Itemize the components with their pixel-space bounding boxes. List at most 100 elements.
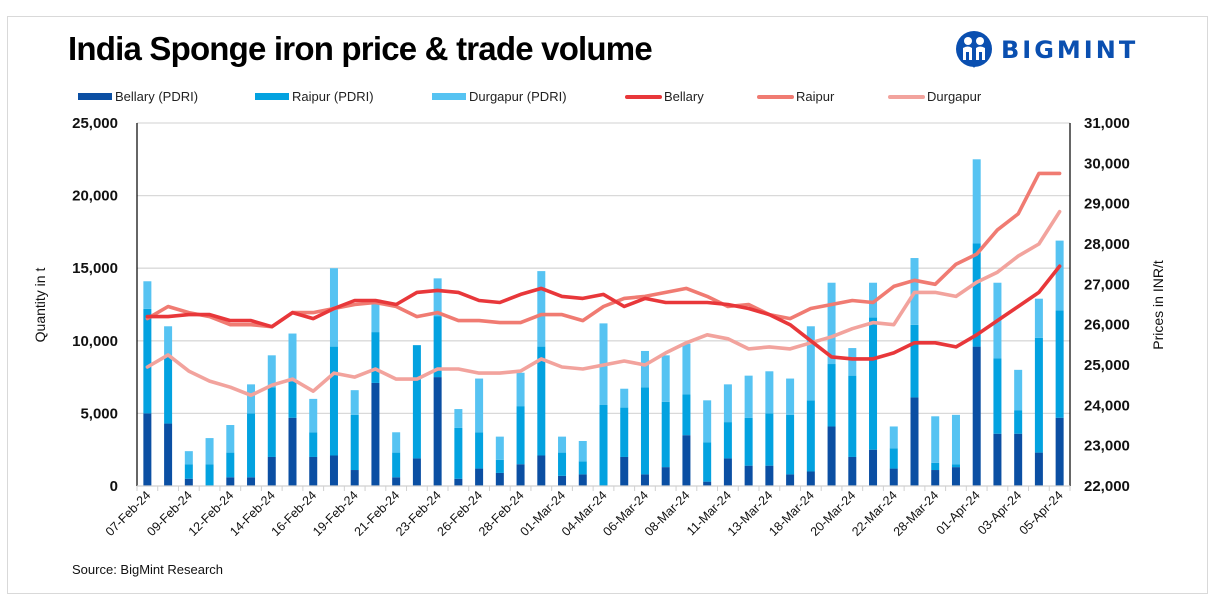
bar-durgapur-pdri: [620, 388, 629, 408]
bar-raipur-pdri: [495, 459, 504, 473]
bar-raipur-pdri: [392, 452, 401, 478]
bar-bellary-pdri: [827, 426, 836, 486]
bars-layer: [143, 159, 1064, 486]
bar-raipur-pdri: [951, 464, 960, 468]
left-tick-label: 25,000: [72, 115, 118, 132]
legend-label: Bellary: [664, 89, 704, 104]
bar-durgapur-pdri: [475, 378, 484, 433]
bar-raipur-pdri: [931, 462, 940, 471]
left-tick-label: 10,000: [72, 333, 118, 350]
logo-text: BIGMINT: [1001, 36, 1139, 64]
bar-raipur-pdri: [164, 355, 173, 424]
bar-bellary-pdri: [703, 481, 712, 486]
right-tick-label: 28,000: [1084, 236, 1130, 253]
right-tick-label: 25,000: [1084, 357, 1130, 374]
bar-durgapur-pdri: [350, 390, 359, 415]
x-tick-label: 03-Apr-24: [975, 488, 1024, 537]
bar-bellary-pdri: [640, 474, 649, 486]
bar-bellary-pdri: [267, 456, 276, 486]
bar-raipur-pdri: [869, 317, 878, 450]
bar-raipur-pdri: [226, 452, 235, 478]
bar-durgapur-pdri: [371, 300, 380, 333]
x-tick-label: 01-Apr-24: [934, 488, 983, 537]
bar-durgapur-pdri: [951, 414, 960, 465]
right-tick-label: 22,000: [1084, 478, 1130, 495]
bar-durgapur-pdri: [288, 333, 297, 382]
bar-raipur-pdri: [143, 308, 152, 414]
bar-bellary-pdri: [1034, 452, 1043, 486]
bar-raipur-pdri: [620, 407, 629, 457]
legend-item-bellary-pdri: Bellary (PDRI): [78, 89, 198, 104]
bar-bellary-pdri: [329, 455, 338, 486]
bar-bellary-pdri: [848, 456, 857, 486]
bar-durgapur-pdri: [765, 371, 774, 414]
bar-raipur-pdri: [661, 401, 670, 468]
bar-raipur-pdri: [1055, 310, 1064, 418]
bar-bellary-pdri: [620, 456, 629, 486]
bar-durgapur-pdri: [1034, 298, 1043, 338]
bar-durgapur-pdri: [205, 438, 214, 465]
bar-durgapur-pdri: [786, 378, 795, 415]
bar-durgapur-pdri: [392, 432, 401, 453]
bar-durgapur-pdri: [267, 355, 276, 388]
bar-raipur-pdri: [350, 414, 359, 471]
bar-durgapur-pdri: [661, 355, 670, 402]
bar-bellary-pdri: [433, 377, 442, 486]
bigmint-people-icon: [956, 31, 992, 68]
legend-swatch: [432, 93, 466, 100]
chart-title: India Sponge iron price & trade volume: [68, 30, 653, 67]
bar-bellary-pdri: [765, 465, 774, 486]
lines-layer: [145, 171, 1062, 398]
bar-bellary-pdri: [475, 468, 484, 486]
bar-raipur-pdri: [247, 413, 256, 478]
bar-durgapur-pdri: [827, 282, 836, 365]
bar-durgapur-pdri: [433, 278, 442, 317]
bar-durgapur-pdri: [723, 384, 732, 423]
legend-item-raipur-pdri: Raipur (PDRI): [255, 89, 374, 104]
legend-label: Raipur: [796, 89, 835, 104]
bar-durgapur-pdri: [744, 375, 753, 418]
bar-bellary-pdri: [661, 467, 670, 486]
bar-bellary-pdri: [951, 467, 960, 486]
bar-raipur-pdri: [848, 375, 857, 457]
bar-raipur-pdri: [723, 422, 732, 459]
bar-bellary-pdri: [226, 477, 235, 486]
source-note: Source: BigMint Research: [72, 562, 224, 577]
bar-bellary-pdri: [578, 474, 587, 486]
bar-durgapur-pdri: [682, 343, 691, 395]
bar-bellary-pdri: [412, 458, 421, 486]
bar-durgapur-pdri: [806, 326, 815, 401]
bar-bellary-pdri: [184, 478, 193, 486]
line-bellary-price: [145, 264, 1062, 361]
bar-durgapur-pdri: [889, 426, 898, 449]
x-tick-label: 08-Mar-24: [642, 488, 693, 539]
bar-bellary-pdri: [744, 465, 753, 486]
bar-raipur-pdri: [516, 406, 525, 465]
legend-label: Durgapur: [927, 89, 982, 104]
legend-label: Raipur (PDRI): [292, 89, 374, 104]
legend-item-bellary: Bellary: [625, 89, 704, 104]
right-tick-label: 26,000: [1084, 317, 1130, 334]
bar-bellary-pdri: [723, 458, 732, 486]
bar-raipur-pdri: [972, 243, 981, 347]
bar-raipur-pdri: [1034, 337, 1043, 453]
bar-bellary-pdri: [869, 449, 878, 486]
bar-durgapur-pdri: [247, 384, 256, 414]
bar-raipur-pdri: [786, 414, 795, 475]
bar-durgapur-pdri: [164, 326, 173, 356]
legend-swatch: [625, 94, 662, 99]
bar-bellary-pdri: [454, 478, 463, 486]
bar-raipur-pdri: [371, 332, 380, 383]
bar-raipur-pdri: [993, 358, 1002, 434]
legend-item-durgapur-pdri: Durgapur (PDRI): [432, 89, 567, 104]
bar-raipur-pdri: [537, 346, 546, 456]
right-tick-label: 29,000: [1084, 196, 1130, 213]
legend-swatch: [255, 93, 289, 100]
bar-bellary-pdri: [1055, 417, 1064, 486]
bar-durgapur-pdri: [454, 409, 463, 428]
bar-durgapur-pdri: [931, 416, 940, 463]
bar-raipur-pdri: [205, 464, 214, 486]
right-tick-label: 24,000: [1084, 397, 1130, 414]
bar-bellary-pdri: [371, 382, 380, 486]
